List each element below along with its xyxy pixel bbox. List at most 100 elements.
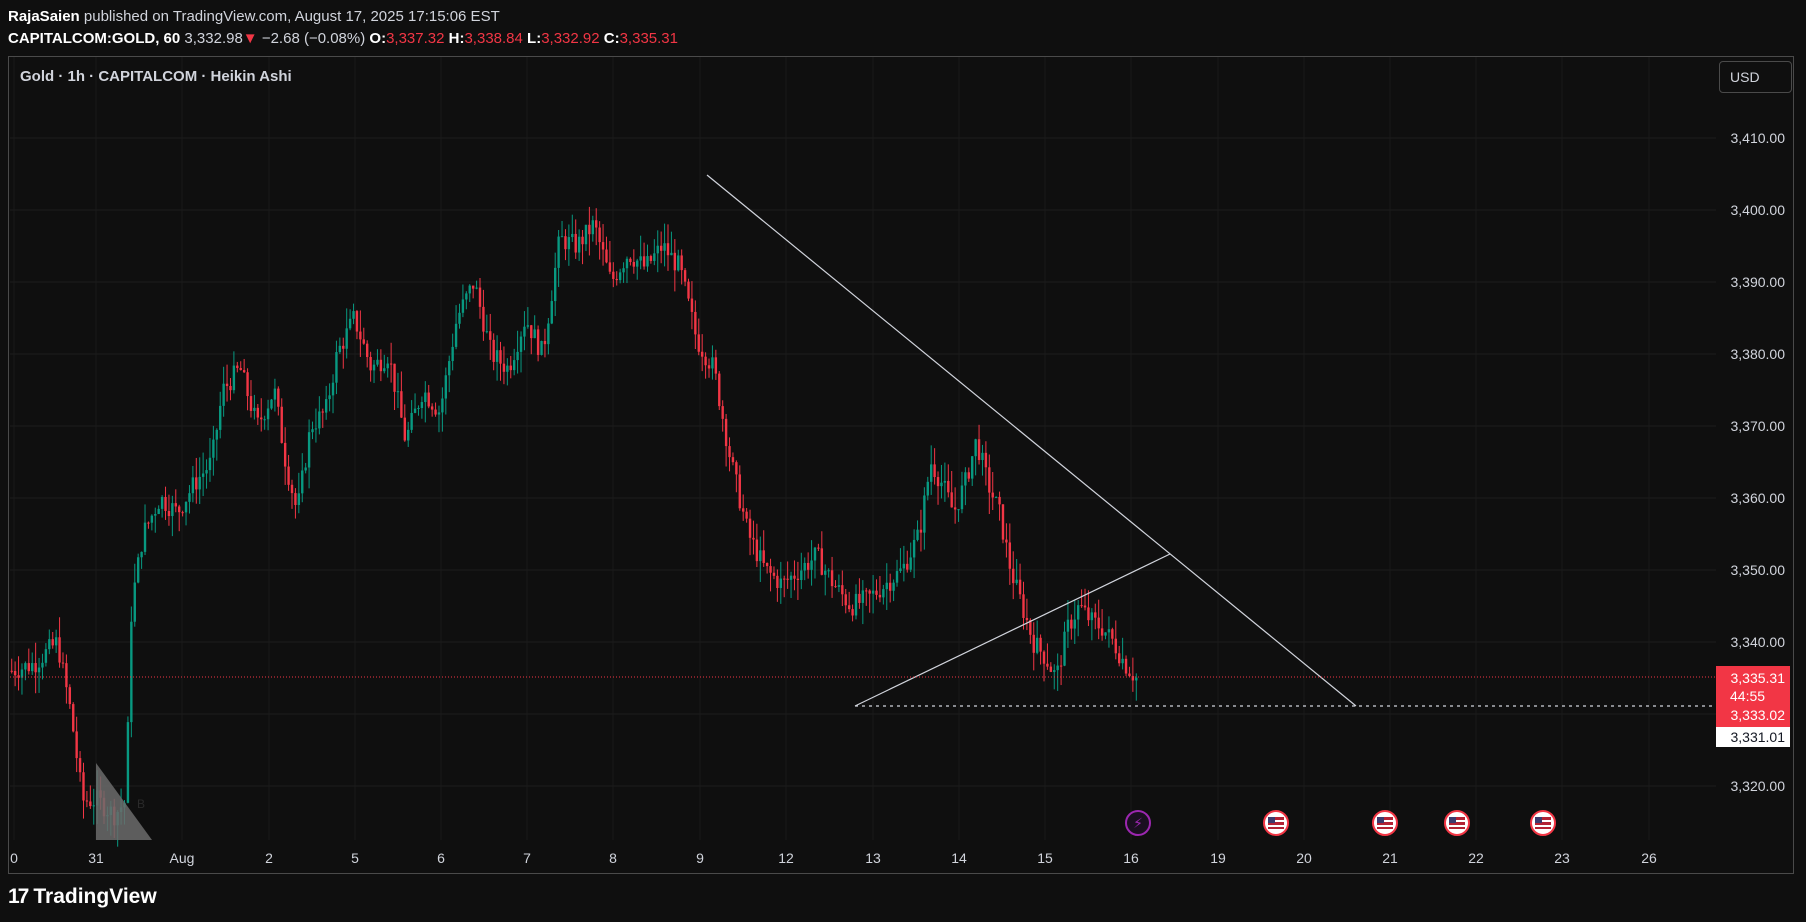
candle-body [858, 593, 861, 603]
candle-body [1046, 663, 1049, 667]
candle-body [625, 258, 629, 269]
candle-body [160, 496, 164, 509]
candle-body [649, 256, 653, 261]
candle-body [1063, 631, 1066, 666]
x-tick-label: 9 [696, 850, 704, 866]
x-tick-label: 8 [609, 850, 617, 866]
candle-body [181, 512, 184, 514]
candle-body [184, 501, 188, 513]
candle-body [328, 395, 331, 400]
drawings: B [10, 174, 1716, 840]
candle-body [926, 481, 929, 496]
candle-body [48, 639, 51, 650]
tradingview-logo[interactable]: 17 TradingView [8, 885, 157, 909]
candle-body [24, 663, 27, 670]
candle-body [909, 557, 912, 570]
candle-body [140, 551, 143, 558]
candle-body [441, 398, 444, 413]
currency-button[interactable]: USD [1719, 61, 1792, 93]
candle-body [205, 470, 208, 474]
chart-header: RajaSaien published on TradingView.com, … [8, 6, 678, 50]
candle-body [10, 670, 13, 672]
candle-body [301, 470, 304, 494]
candle-body [489, 331, 492, 340]
candle-body [420, 402, 424, 409]
x-tick-label: 31 [88, 850, 104, 866]
candle-body [342, 345, 345, 349]
candle-body [530, 325, 533, 339]
us-flag-icon[interactable] [1263, 810, 1289, 836]
x-tick-label: 2 [265, 850, 273, 866]
candle-body [899, 568, 902, 572]
candle-body [219, 405, 222, 430]
candle-body [906, 563, 909, 570]
candle-body [841, 585, 844, 595]
candle-body [742, 508, 745, 512]
candle-body [971, 456, 974, 479]
candle-body [1100, 628, 1104, 636]
candle-body [1035, 637, 1039, 653]
us-flag-icon[interactable] [1444, 810, 1470, 836]
svg-text:⚡: ⚡ [1133, 816, 1143, 832]
candle-body [236, 365, 239, 369]
candle-body [376, 359, 379, 365]
candle-body [82, 772, 85, 801]
candle-body [331, 382, 335, 396]
candle-body [550, 301, 553, 324]
candle-body [745, 511, 748, 519]
descending-trendline [706, 174, 1357, 707]
candle-body [540, 340, 543, 355]
x-tick-label: 19 [1210, 850, 1226, 866]
candle-body [813, 547, 817, 561]
us-flag-icon[interactable] [1372, 810, 1398, 836]
event-markers: ⚡ [1125, 810, 1556, 836]
low-label: L: [527, 30, 542, 47]
candle-body [475, 287, 478, 289]
series-legend[interactable]: Gold · 1h · CAPITALCOM · Heikin Ashi [20, 68, 292, 85]
y-tick-label: 3,320.00 [1731, 778, 1786, 794]
candle-body [58, 637, 61, 663]
candle-body [143, 522, 147, 552]
candle-body [461, 299, 465, 313]
candle-body [827, 570, 830, 572]
candle-body [383, 368, 386, 372]
candle-body [444, 375, 448, 399]
candle-body [752, 537, 755, 540]
candle-body [348, 318, 352, 329]
y-tick-label: 3,350.00 [1731, 562, 1786, 578]
candle-body [297, 493, 301, 505]
candle-body [407, 429, 410, 441]
lightning-icon[interactable]: ⚡ [1125, 810, 1151, 836]
candle-body [345, 328, 348, 349]
close-label: C: [603, 30, 620, 47]
candle-body [499, 350, 502, 364]
candle-body [547, 323, 550, 345]
candle-body [837, 585, 841, 587]
candle-body [824, 570, 827, 575]
candle-body [359, 331, 362, 340]
candle-body [533, 329, 536, 339]
candle-body [847, 605, 851, 610]
candle-body [171, 503, 174, 517]
candle-body [1094, 612, 1097, 618]
candle-body [711, 357, 714, 369]
candle-body [806, 562, 810, 570]
candle-body [430, 406, 434, 410]
candle-body [448, 361, 451, 376]
candle-body [222, 383, 225, 406]
us-flag-icon[interactable] [1530, 810, 1556, 836]
y-tick-label: 3,410.00 [1731, 130, 1786, 146]
candle-body [260, 417, 263, 420]
candle-body [704, 356, 707, 366]
candle-body [892, 582, 895, 591]
candle-body [1008, 542, 1012, 569]
candle-body [468, 285, 471, 294]
candle-body [485, 331, 489, 333]
candle-body [636, 260, 639, 267]
y-axis: 3,320.00 3,340.00 3,350.00 3,360.00 3,370.00… [1731, 130, 1786, 794]
author-name[interactable]: RajaSaien [8, 8, 80, 25]
candle-body [786, 578, 789, 580]
publish-info: RajaSaien published on TradingView.com, … [8, 6, 678, 28]
candle-body [581, 236, 584, 245]
